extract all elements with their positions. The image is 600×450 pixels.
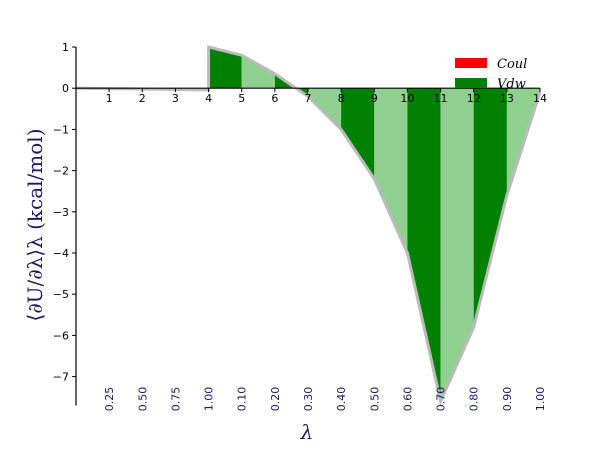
- state-label-12: 12: [467, 92, 481, 105]
- vdw-band-5: [341, 88, 375, 179]
- legend-swatch-coul: [455, 58, 487, 68]
- y-tick-label-2: −1: [53, 123, 69, 136]
- y-tick-label-4: −3: [53, 206, 69, 219]
- plot-area: 10−1−2−3−4−5−6−710.2520.5030.7541.0050.1…: [53, 41, 547, 411]
- state-label-1: 1: [106, 92, 113, 105]
- state-label-9: 9: [371, 92, 378, 105]
- vdw-band-8: [440, 88, 474, 402]
- state-label-8: 8: [338, 92, 345, 105]
- state-label-5: 5: [238, 92, 245, 105]
- y-tick-label-0: 1: [62, 41, 69, 54]
- series-line-outline: [76, 45, 542, 407]
- x-axis-label: λ: [300, 420, 314, 444]
- state-label-13: 13: [500, 92, 514, 105]
- y-tick-label-6: −5: [53, 288, 69, 301]
- y-axis-label: ⟨∂U/∂λ⟩λ (kcal/mol): [23, 129, 47, 322]
- legend-swatch-vdw: [455, 78, 487, 88]
- y-tick-label-5: −4: [53, 247, 69, 260]
- lambda-label-2: 0.50: [136, 387, 149, 412]
- state-label-7: 7: [305, 92, 312, 105]
- lambda-label-11: 0.70: [435, 387, 448, 412]
- lambda-label-14: 1.00: [534, 387, 547, 412]
- y-tick-label-3: −2: [53, 165, 69, 178]
- lambda-label-5: 0.10: [236, 387, 249, 412]
- vdw-band-9: [473, 88, 507, 328]
- y-axis-label-text: ⟨∂U/∂λ⟩λ (kcal/mol): [23, 129, 47, 322]
- lambda-label-8: 0.40: [335, 387, 348, 412]
- lambda-label-3: 0.75: [169, 387, 182, 412]
- state-label-11: 11: [434, 92, 448, 105]
- vdw-band-2: [241, 55, 275, 89]
- state-label-2: 2: [139, 92, 146, 105]
- lambda-label-4: 1.00: [203, 387, 216, 412]
- state-label-4: 4: [205, 92, 212, 105]
- y-tick-label-1: 0: [62, 82, 69, 95]
- y-tick-label-8: −7: [53, 371, 69, 384]
- state-label-10: 10: [400, 92, 414, 105]
- legend-label-coul: Coul: [497, 57, 527, 72]
- lambda-label-10: 0.60: [401, 387, 414, 412]
- lambda-label-7: 0.30: [302, 387, 315, 412]
- lambda-label-12: 0.80: [468, 387, 481, 412]
- vdw-band-7: [407, 88, 441, 402]
- lambda-label-6: 0.20: [269, 387, 282, 412]
- state-label-3: 3: [172, 92, 179, 105]
- vdw-band-1: [208, 47, 242, 89]
- vdw-band-6: [374, 88, 408, 253]
- legend: Coul Vdw: [455, 57, 527, 92]
- y-tick-label-7: −6: [53, 329, 69, 342]
- legend-label-vdw: Vdw: [497, 77, 526, 92]
- state-label-6: 6: [271, 92, 278, 105]
- lambda-label-9: 0.50: [368, 387, 381, 412]
- lambda-label-13: 0.90: [501, 387, 514, 412]
- state-label-14: 14: [533, 92, 547, 105]
- lambda-label-1: 0.25: [103, 387, 116, 412]
